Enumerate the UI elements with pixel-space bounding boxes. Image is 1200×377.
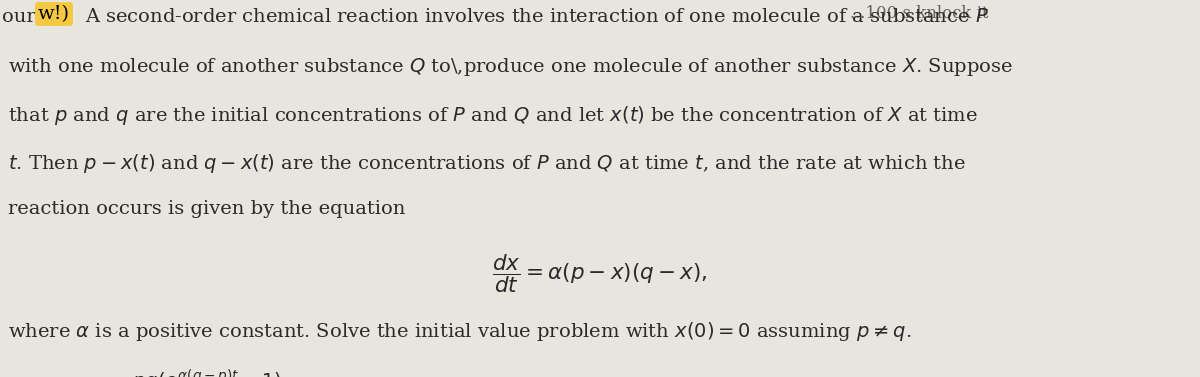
Text: that $p$ and $q$ are the initial concentrations of $P$ and $Q$ and let $x(t)$ be: that $p$ and $q$ are the initial concent…: [8, 104, 978, 127]
Text: w!): w!): [38, 5, 70, 23]
Text: our: our: [2, 8, 36, 26]
Text: A second-order chemical reaction involves the interaction of one molecule of a s: A second-order chemical reaction involve…: [85, 8, 989, 26]
Text: $\dfrac{dx}{dt} = \alpha(p - x)(q - x),$: $\dfrac{dx}{dt} = \alpha(p - x)(q - x),$: [492, 252, 708, 295]
Text: reaction occurs is given by the equation: reaction occurs is given by the equation: [8, 200, 406, 218]
Text: Answ: $x(t) = \dfrac{pq(e^{\alpha(q-p)t}-1)}{qe^{\alpha(q-p)t}-p}$, you may need: Answ: $x(t) = \dfrac{pq(e^{\alpha(q-p)t}…: [8, 368, 818, 377]
Text: where $\alpha$ is a positive constant. Solve the initial value problem with $x(0: where $\alpha$ is a positive constant. S…: [8, 320, 912, 343]
Text: with one molecule of another substance $Q$ to\,produce one molecule of another s: with one molecule of another substance $…: [8, 56, 1013, 78]
Text: $t$. Then $p - x(t)$ and $q - x(t)$ are the concentrations of $P$ and $Q$ at tim: $t$. Then $p - x(t)$ and $q - x(t)$ are …: [8, 152, 966, 175]
Text: ...100 s knlock it: ...100 s knlock it: [850, 5, 989, 22]
